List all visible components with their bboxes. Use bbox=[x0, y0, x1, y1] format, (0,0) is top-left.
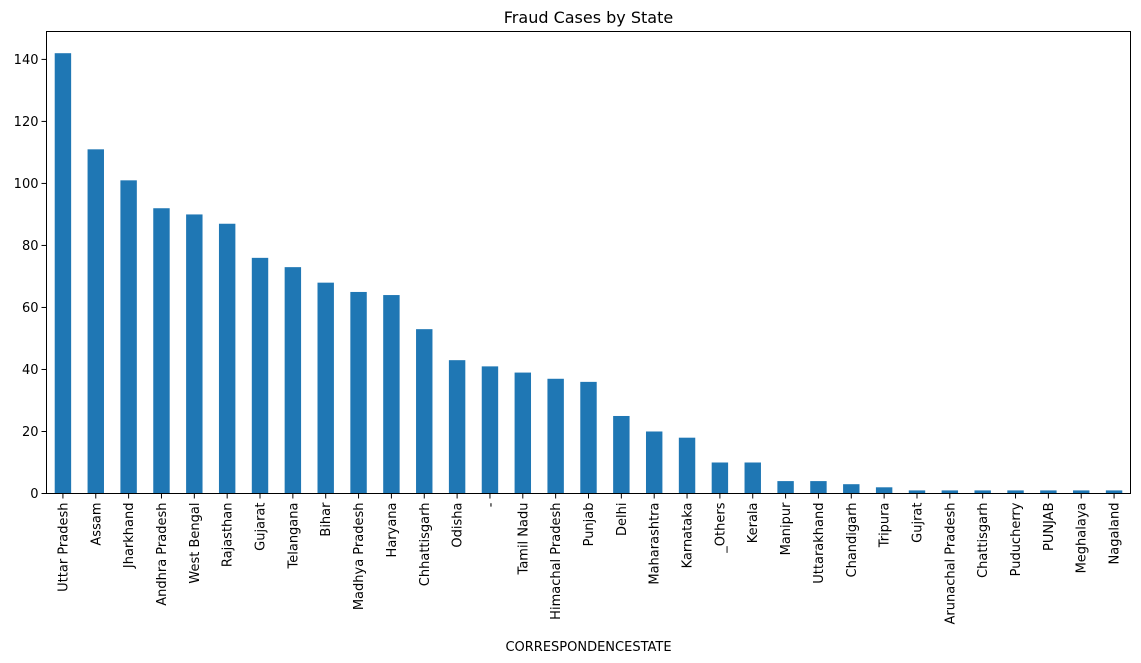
x-tick-label: Telangana bbox=[286, 503, 301, 570]
bar bbox=[843, 484, 860, 494]
bar bbox=[711, 462, 729, 494]
bars bbox=[54, 53, 1123, 494]
y-tick-label: 0 bbox=[30, 487, 38, 502]
x-tick-label: Gujarat bbox=[254, 503, 269, 551]
bar bbox=[941, 490, 959, 494]
x-tick-label: Puducherry bbox=[1009, 502, 1024, 576]
bar bbox=[810, 481, 827, 494]
bar bbox=[350, 291, 367, 494]
y-tick-label: 40 bbox=[22, 363, 39, 378]
x-tick-label: Punjab bbox=[582, 503, 597, 547]
bar bbox=[383, 295, 400, 494]
bar bbox=[645, 431, 663, 494]
bar bbox=[1105, 490, 1123, 494]
x-tick-label: Gujrat bbox=[910, 503, 925, 543]
y-tick-label: 100 bbox=[14, 177, 39, 192]
bar bbox=[547, 378, 564, 494]
y-tick-label: 140 bbox=[14, 53, 39, 68]
bar bbox=[580, 381, 597, 494]
bar bbox=[514, 372, 532, 494]
x-tick-label: Tamil Nadu bbox=[516, 503, 531, 576]
x-tick-label: Uttarakhand bbox=[812, 503, 827, 584]
x-tick-label: Chandigarh bbox=[845, 503, 860, 578]
bar bbox=[613, 415, 630, 494]
x-tick-label: Kerala bbox=[746, 503, 761, 544]
x-tick-label: Rajasthan bbox=[221, 503, 236, 568]
bar bbox=[744, 462, 761, 494]
x-tick-label: Manipur bbox=[779, 502, 794, 556]
x-tick-label: PUNJAB bbox=[1042, 503, 1057, 552]
x-tick-label: Uttar Pradesh bbox=[56, 503, 71, 592]
x-tick-label: Jharkhand bbox=[122, 503, 137, 570]
x-tick-label: Maharashtra bbox=[648, 503, 663, 585]
x-tick-label: - bbox=[483, 502, 498, 507]
y-tick-label: 80 bbox=[22, 239, 39, 254]
y-tick-label: 120 bbox=[14, 115, 39, 130]
x-tick-label: Madhya Pradesh bbox=[352, 503, 367, 611]
x-axis-label: CORRESPONDENCESTATE bbox=[505, 640, 671, 655]
bar bbox=[218, 223, 236, 494]
bar bbox=[908, 490, 926, 494]
bar bbox=[1073, 490, 1090, 494]
bar bbox=[153, 208, 170, 494]
bar bbox=[974, 490, 991, 494]
x-tick-label: _Others bbox=[713, 502, 728, 553]
bar bbox=[448, 360, 466, 494]
x-tick-label: Bihar bbox=[319, 502, 334, 537]
bar bbox=[481, 366, 499, 494]
bar bbox=[777, 481, 794, 494]
plot-frame bbox=[46, 31, 1131, 494]
bar bbox=[284, 267, 302, 494]
x-tick-label: Chhattisgarh bbox=[418, 503, 433, 587]
x-tick-label: Delhi bbox=[615, 503, 630, 536]
y-axis: 0 20 40 60 80 100 120 140 bbox=[14, 53, 47, 502]
x-tick-label: Odisha bbox=[451, 503, 466, 548]
y-tick-label: 60 bbox=[22, 301, 39, 316]
bar bbox=[875, 487, 893, 494]
x-tick-label: Arunachal Pradesh bbox=[943, 502, 958, 624]
bar bbox=[251, 257, 269, 494]
x-tick-label: Himachal Pradesh bbox=[549, 503, 564, 620]
bar bbox=[416, 329, 433, 494]
x-tick-label: West Bengal bbox=[188, 503, 203, 584]
bar bbox=[317, 282, 334, 494]
x-tick-label: Tripura bbox=[878, 503, 893, 549]
bar bbox=[678, 437, 696, 494]
bar bbox=[186, 214, 203, 494]
x-tick-label: Chattisgarh bbox=[976, 503, 991, 578]
bar bbox=[87, 149, 104, 494]
bar bbox=[54, 53, 72, 494]
y-tick-label: 20 bbox=[22, 425, 39, 440]
bar bbox=[1040, 490, 1057, 494]
x-tick-label: Meghalaya bbox=[1075, 503, 1090, 574]
x-tick-label: Andhra Pradesh bbox=[155, 503, 170, 606]
bar bbox=[1007, 490, 1024, 494]
bar bbox=[120, 180, 137, 494]
chart-title: Fraud Cases by State bbox=[504, 8, 673, 27]
x-tick-label: Karnataka bbox=[681, 503, 696, 569]
x-tick-label: Assam bbox=[89, 503, 104, 546]
x-axis: Uttar Pradesh Assam Jharkhand Andhra Prades… bbox=[56, 493, 1123, 624]
x-tick-label: Nagaland bbox=[1108, 503, 1123, 565]
x-tick-label: Haryana bbox=[385, 503, 400, 558]
